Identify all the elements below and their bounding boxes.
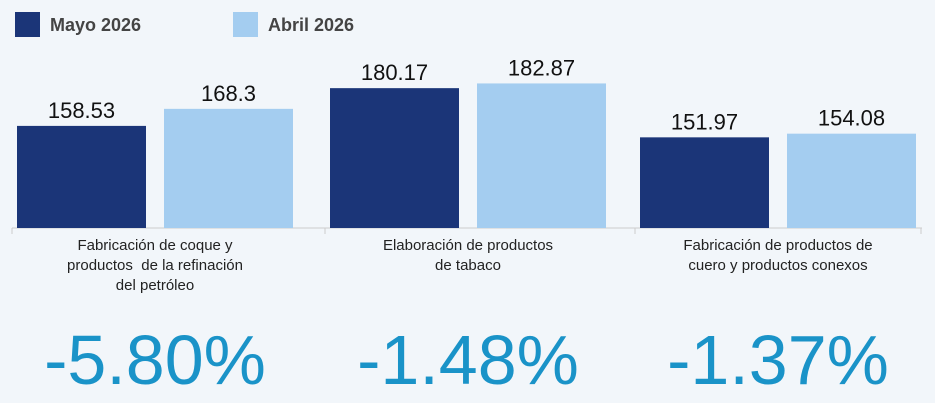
annotation: -1.48% [357, 321, 579, 399]
bar [164, 108, 293, 228]
x-tick-label: Elaboración de productos de tabaco [382, 237, 554, 274]
value-label: 151.97 [671, 109, 738, 134]
bar [640, 137, 769, 228]
bar [330, 88, 459, 228]
legend-swatch [15, 12, 40, 37]
bar [17, 125, 146, 228]
annotation: -5.80% [44, 321, 266, 399]
legend-label: Abril 2026 [268, 15, 354, 35]
value-label: 168.3 [201, 81, 256, 106]
bar [787, 133, 916, 228]
x-tick-label: Fabricación de coque y productos de la r… [67, 237, 243, 294]
value-label: 182.87 [508, 55, 575, 80]
annotation: -1.37% [667, 321, 889, 399]
legend-label: Mayo 2026 [50, 15, 141, 35]
value-label: 180.17 [361, 60, 428, 85]
bar [477, 83, 606, 228]
x-tick-label: Fabricación de productos de cuero y prod… [683, 237, 873, 274]
value-label: 154.08 [818, 106, 885, 131]
legend-swatch [233, 12, 258, 37]
value-label: 158.53 [48, 98, 115, 123]
